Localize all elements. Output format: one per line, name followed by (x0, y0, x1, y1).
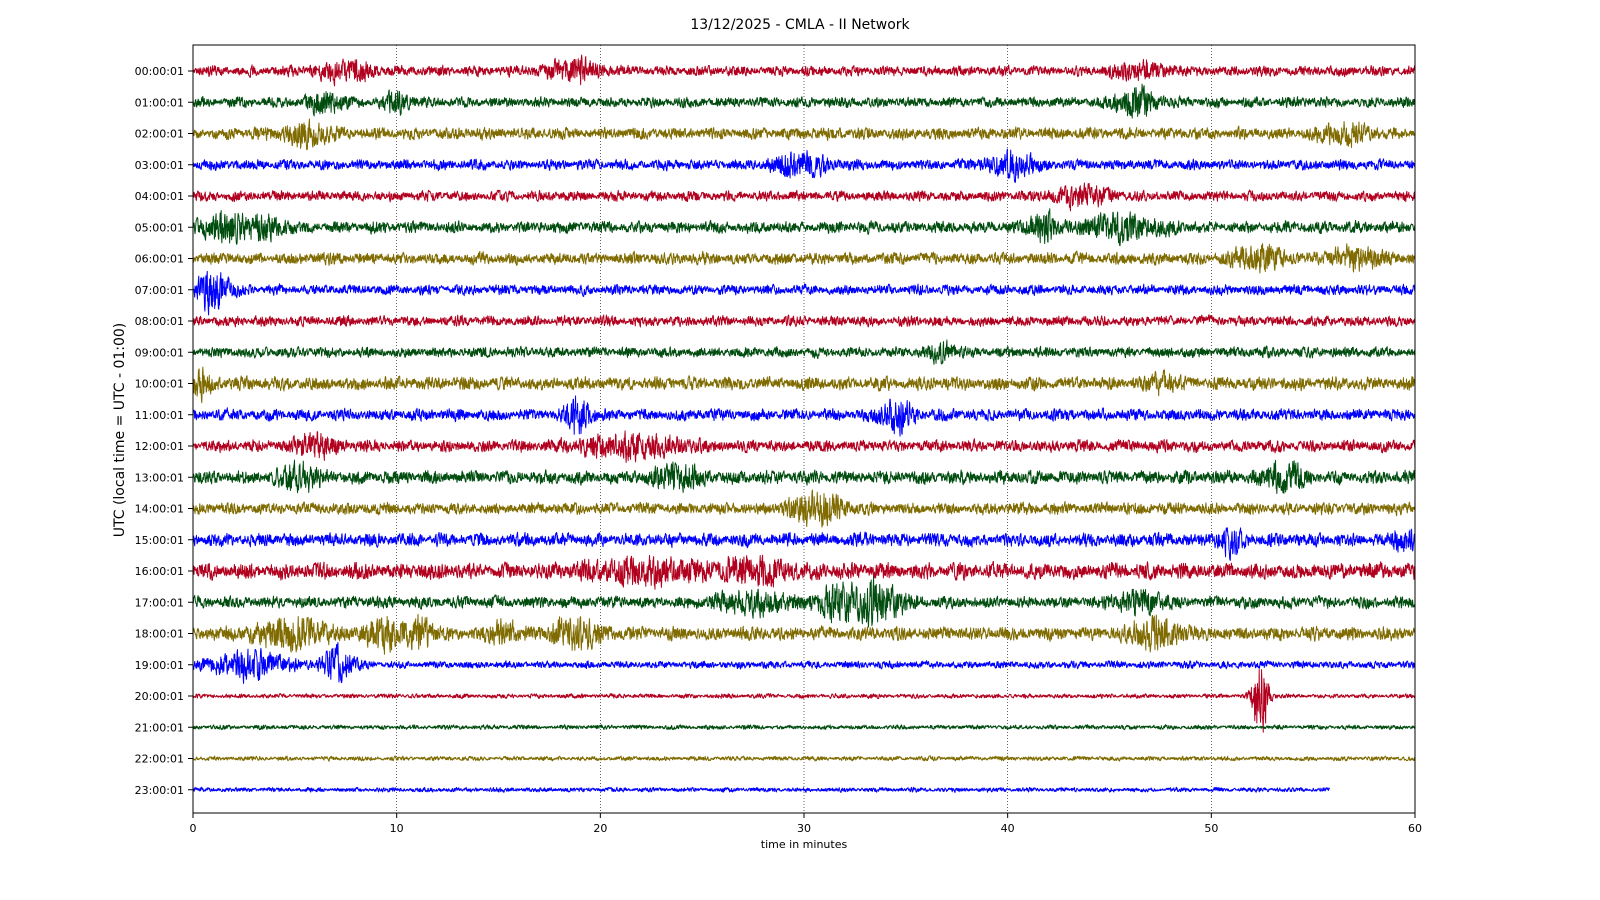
y-tick-label: 12:00:01 (135, 440, 184, 453)
seismic-trace (192, 459, 1416, 495)
y-tick-label: 04:00:01 (135, 190, 184, 203)
seismic-trace (192, 208, 1416, 247)
seismic-trace (192, 243, 1416, 274)
x-axis-ticks: 0 10 20 30 40 50 60 (190, 813, 1422, 835)
chart-title: 13/12/2025 - CMLA - II Network (690, 17, 910, 33)
y-tick-label: 22:00:01 (135, 753, 184, 766)
y-tick-label: 02:00:01 (135, 128, 184, 141)
y-axis-ticks: 00:00:01 01:00:01 02:00:01 03:00:01 04:00:01… (135, 65, 193, 797)
x-tick-label: 0 (190, 822, 197, 835)
seismic-trace (192, 575, 1416, 628)
y-tick-label: 10:00:01 (135, 378, 184, 391)
seismic-trace (192, 395, 1416, 437)
seismic-trace (192, 182, 1416, 212)
seismic-trace (192, 642, 1416, 684)
x-tick-label: 50 (1204, 822, 1218, 835)
y-tick-label: 18:00:01 (135, 628, 184, 641)
seismic-trace (192, 554, 1416, 590)
y-tick-label: 15:00:01 (135, 534, 184, 547)
x-tick-label: 20 (593, 822, 607, 835)
y-tick-label: 21:00:01 (135, 721, 184, 734)
seismic-trace (192, 54, 1416, 87)
seismic-trace (192, 668, 1416, 733)
y-tick-label: 11:00:01 (135, 409, 184, 422)
y-tick-label: 23:00:01 (135, 784, 184, 797)
seismogram-traces (192, 54, 1416, 793)
seismic-trace (192, 83, 1416, 119)
seismic-trace (192, 430, 1416, 464)
seismic-trace (192, 314, 1416, 328)
x-axis-label: time in minutes (761, 838, 848, 851)
seismic-trace (192, 527, 1416, 561)
seismic-trace (192, 148, 1416, 183)
x-tick-label: 10 (390, 822, 404, 835)
y-tick-label: 19:00:01 (135, 659, 184, 672)
seismic-trace (192, 270, 1416, 316)
seismic-trace (192, 366, 1416, 404)
y-tick-label: 13:00:01 (135, 471, 184, 484)
seismic-trace (192, 489, 1416, 528)
y-tick-label: 14:00:01 (135, 503, 184, 516)
seismic-trace (192, 613, 1416, 655)
y-tick-label: 05:00:01 (135, 221, 184, 234)
seismic-trace (192, 724, 1416, 731)
y-tick-label: 20:00:01 (135, 690, 184, 703)
seismic-trace (192, 118, 1416, 151)
y-tick-label: 03:00:01 (135, 159, 184, 172)
y-tick-label: 09:00:01 (135, 346, 184, 359)
seismic-trace (192, 755, 1416, 762)
y-tick-label: 16:00:01 (135, 565, 184, 578)
y-tick-label: 17:00:01 (135, 596, 184, 609)
x-tick-label: 60 (1408, 822, 1422, 835)
y-tick-label: 08:00:01 (135, 315, 184, 328)
y-tick-label: 00:00:01 (135, 65, 184, 78)
y-tick-label: 07:00:01 (135, 284, 184, 297)
y-axis-label: UTC (local time = UTC - 01:00) (112, 323, 128, 538)
y-tick-label: 06:00:01 (135, 253, 184, 266)
x-tick-label: 30 (797, 822, 811, 835)
seismic-trace (192, 786, 1330, 793)
seismic-trace (192, 339, 1416, 365)
grid-lines (396, 45, 1212, 813)
x-tick-label: 40 (1001, 822, 1015, 835)
y-tick-label: 01:00:01 (135, 96, 184, 109)
